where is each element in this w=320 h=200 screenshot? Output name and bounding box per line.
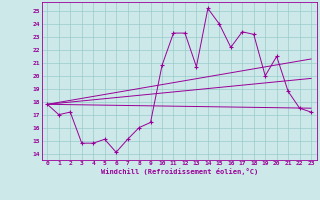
X-axis label: Windchill (Refroidissement éolien,°C): Windchill (Refroidissement éolien,°C) — [100, 168, 258, 175]
